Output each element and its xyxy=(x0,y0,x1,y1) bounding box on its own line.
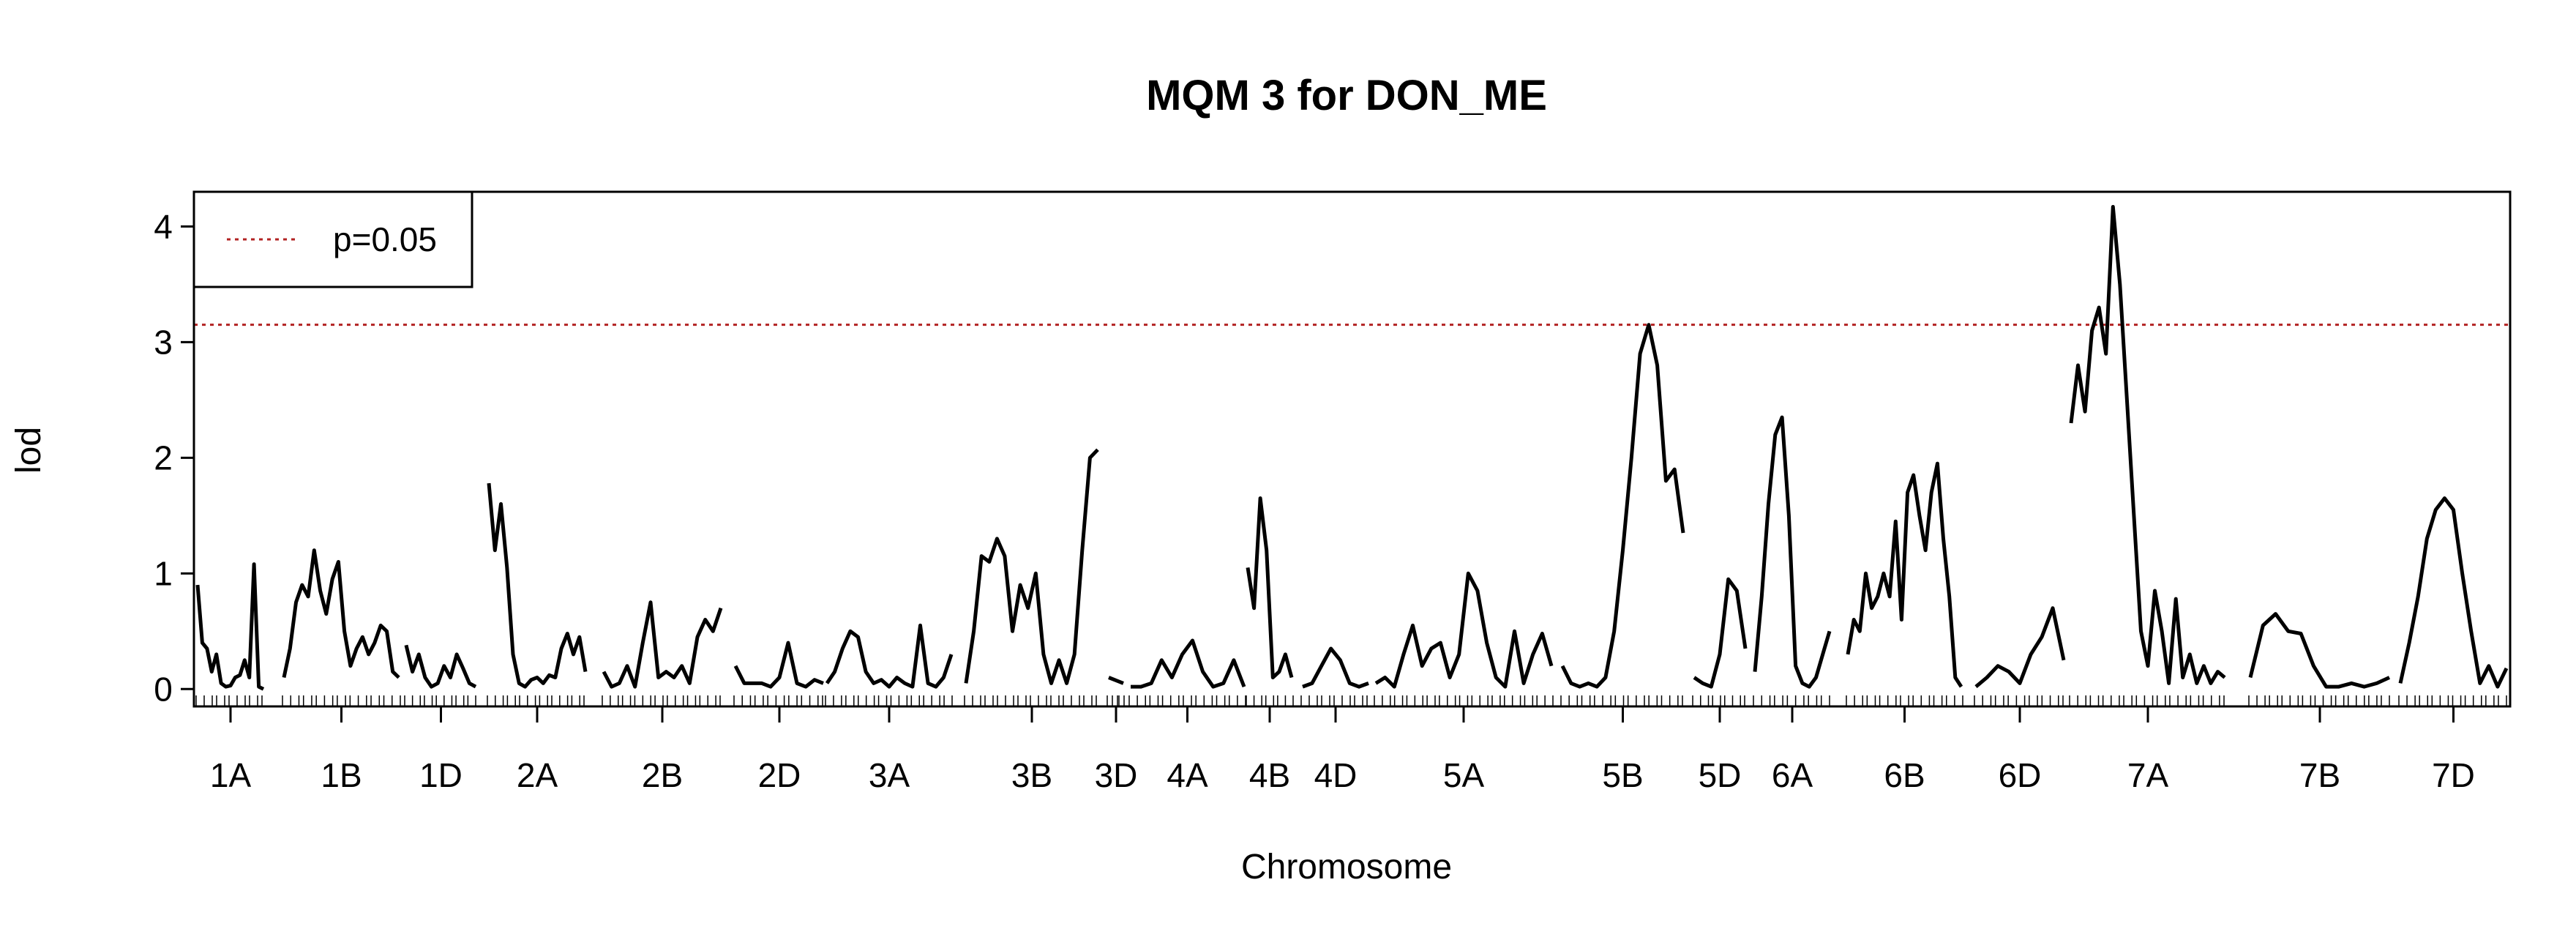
chr-label-7B: 7B xyxy=(2299,756,2340,794)
marker-rug xyxy=(195,695,2507,706)
chr-label-4D: 4D xyxy=(1314,756,1358,794)
lod-curve-7A xyxy=(2069,205,2226,685)
y-tick-label-2: 2 xyxy=(154,438,173,477)
lod-curves xyxy=(195,205,2509,691)
y-axis-title: lod xyxy=(10,427,48,474)
lod-curve-3B xyxy=(964,448,1099,685)
chr-label-7D: 7D xyxy=(2432,756,2475,794)
lod-curve-1A xyxy=(195,562,265,691)
lod-curve-5D xyxy=(1693,577,1748,689)
chr-label-2D: 2D xyxy=(758,756,801,794)
chr-label-6D: 6D xyxy=(1999,756,2042,794)
lod-curve-6B xyxy=(1846,461,1963,688)
chr-label-6A: 6A xyxy=(1772,756,1813,794)
lod-curve-5B xyxy=(1560,323,1685,689)
chr-label-2A: 2A xyxy=(517,756,558,794)
y-tick-label-4: 4 xyxy=(154,207,173,245)
lod-curve-6A xyxy=(1753,415,1832,689)
plot-frame xyxy=(192,190,2512,708)
legend-box xyxy=(192,190,473,288)
lod-curve-1D xyxy=(404,644,477,689)
chr-label-3B: 3B xyxy=(1011,756,1052,794)
lod-curve-2A xyxy=(487,482,588,689)
lod-curve-4A xyxy=(1131,638,1246,689)
chr-label-5B: 5B xyxy=(1602,756,1643,794)
lod-curve-4D xyxy=(1302,646,1369,689)
y-tick-label-3: 3 xyxy=(154,323,173,361)
chr-label-3D: 3D xyxy=(1095,756,1138,794)
chr-label-2B: 2B xyxy=(642,756,683,794)
chart-title: MQM 3 for DON_ME xyxy=(1146,72,1547,119)
lod-curve-2B xyxy=(602,600,723,689)
chr-label-1B: 1B xyxy=(321,756,362,794)
chr-label-5A: 5A xyxy=(1443,756,1485,794)
y-tick-label-0: 0 xyxy=(154,670,173,708)
legend: p=0.05 xyxy=(192,190,473,288)
y-tick-label-1: 1 xyxy=(154,554,173,592)
chr-label-4B: 4B xyxy=(1249,756,1290,794)
lod-curve-4B xyxy=(1246,496,1294,679)
chr-label-4A: 4A xyxy=(1167,756,1208,794)
chr-label-1A: 1A xyxy=(210,756,252,794)
lod-curve-6D xyxy=(1974,606,2066,689)
lod-curve-3D xyxy=(1108,676,1124,685)
chromosome-ticks: 1A 1B 1D 2A 2B 2D 3A 3B 3D 4A 4B 4D 5A 5B 5D 6A 6B 6D 7A 7B… xyxy=(210,706,2475,794)
lod-curve-3A xyxy=(825,623,954,689)
chr-label-5D: 5D xyxy=(1699,756,1742,794)
chr-label-3A: 3A xyxy=(869,756,910,794)
lod-curve-5A xyxy=(1374,571,1554,689)
x-axis-title: Chromosome xyxy=(1241,848,1452,886)
lod-curve-7D xyxy=(2398,496,2509,689)
legend-threshold-label: p=0.05 xyxy=(333,220,437,258)
chr-label-6B: 6B xyxy=(1884,756,1925,794)
lod-curve-1B xyxy=(282,548,400,679)
y-axis: 0 1 2 3 4 xyxy=(154,207,194,708)
lod-curve-2D xyxy=(733,641,824,689)
lod-curve-7B xyxy=(2248,612,2391,689)
chr-label-7A: 7A xyxy=(2127,756,2169,794)
chr-label-1D: 1D xyxy=(419,756,463,794)
